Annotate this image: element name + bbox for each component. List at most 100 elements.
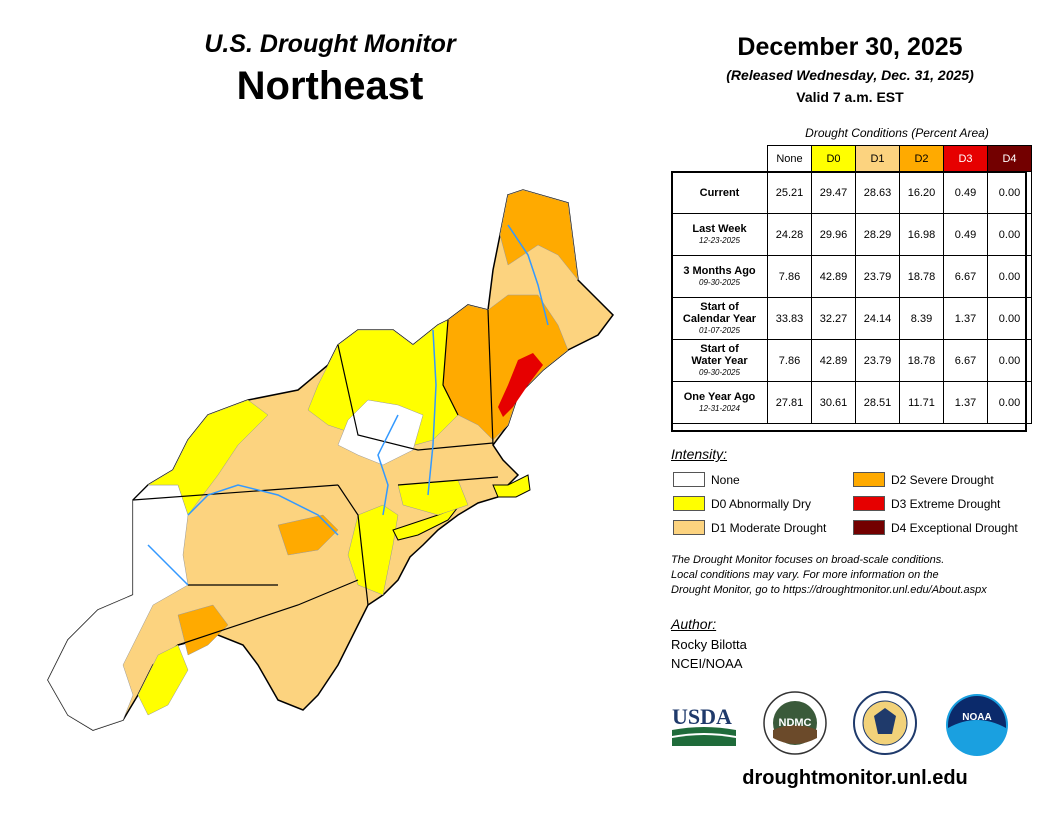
note-line: The Drought Monitor focuses on broad-sca… — [671, 554, 945, 566]
state-boundaries — [132, 309, 499, 646]
legend-heading: Intensity: — [671, 446, 728, 462]
column-header-d3: D3 — [943, 145, 988, 172]
column-header-none: None — [767, 145, 812, 172]
table-cell: 0.00 — [987, 171, 1032, 214]
table-cell: 7.86 — [767, 255, 812, 298]
table-cell: 30.61 — [811, 381, 856, 424]
table-cell: 24.14 — [855, 297, 900, 340]
table-cell: 16.98 — [899, 213, 944, 256]
legend-swatch — [673, 496, 705, 511]
author-heading: Author: — [671, 616, 717, 632]
author-org: NCEI/NOAA — [671, 656, 743, 671]
legend-swatch — [853, 496, 885, 511]
valid-time: Valid 7 a.m. EST — [796, 89, 904, 105]
table-cell: 0.00 — [987, 255, 1032, 298]
map-area-pa-d2 — [277, 514, 339, 556]
map-area-nj-d0 — [347, 504, 399, 596]
table-cell: 42.89 — [811, 339, 856, 382]
table-cell: 23.79 — [855, 339, 900, 382]
table-cell: 28.51 — [855, 381, 900, 424]
table-cell: 11.71 — [899, 381, 944, 424]
website-url: droughtmonitor.unl.edu — [742, 767, 968, 789]
table-corner — [672, 146, 768, 172]
table-cell: 29.47 — [811, 171, 856, 214]
legend-label: D3 Extreme Drought — [891, 497, 1001, 511]
legend-swatch — [853, 520, 885, 535]
svg-text:NDMC: NDMC — [779, 717, 812, 729]
rivers — [147, 224, 549, 586]
region-title: Northeast — [236, 64, 424, 108]
map-area-cape-cod — [492, 474, 531, 498]
table-cell: 0.00 — [987, 297, 1032, 340]
table-cell: 18.78 — [899, 339, 944, 382]
disclaimer-note: The Drought Monitor focuses on broad-sca… — [671, 553, 1041, 598]
column-header-d2: D2 — [899, 145, 944, 172]
table-cell: 27.81 — [767, 381, 812, 424]
row-label-text: 3 Months Ago — [683, 264, 756, 277]
table-cell: 29.96 — [811, 213, 856, 256]
table-cell: 1.37 — [943, 381, 988, 424]
legend-label: D1 Moderate Drought — [711, 521, 827, 535]
table-cell: 16.20 — [899, 171, 944, 214]
table-row: Start of Water Year 09-30-2025 7.86 42.89 23.… — [671, 339, 1032, 382]
map-region-outline — [47, 189, 614, 731]
row-label: Last Week 12-23-2025 — [671, 213, 768, 256]
table-cell: 6.67 — [943, 255, 988, 298]
table-cell: 25.21 — [767, 171, 812, 214]
table-cell: 18.78 — [899, 255, 944, 298]
column-header-d0: D0 — [811, 145, 856, 172]
legend-label: D0 Abnormally Dry — [711, 497, 812, 511]
row-label-text: Start of — [700, 300, 739, 313]
legend-swatch — [853, 472, 885, 487]
row-date: 09-30-2025 — [699, 367, 740, 377]
table-cell: 32.27 — [811, 297, 856, 340]
table-cell: 33.83 — [767, 297, 812, 340]
svg-text:USDA: USDA — [672, 704, 732, 729]
table-row: Current 25.21 29.47 28.63 16.20 0.49 0.00 — [671, 171, 1032, 214]
column-header-d4: D4 — [987, 145, 1032, 172]
table-row: 3 Months Ago 09-30-2025 7.86 42.89 23.79 18.7… — [671, 255, 1032, 298]
note-line: Local conditions may vary. For more info… — [671, 569, 939, 581]
table-cell: 42.89 — [811, 255, 856, 298]
row-date: 12-31-2024 — [699, 403, 740, 413]
row-label-text: One Year Ago — [683, 390, 756, 403]
table-cell: 0.00 — [987, 213, 1032, 256]
map-area-d3-coast — [498, 353, 543, 417]
commerce-seal-logo — [853, 691, 917, 755]
table-cell: 7.86 — [767, 339, 812, 382]
map-area-ny-none — [337, 399, 424, 466]
table-cell: 0.49 — [943, 213, 988, 256]
row-label-text-2: Calendar Year — [682, 312, 757, 325]
table-cell: 0.00 — [987, 381, 1032, 424]
table-row: One Year Ago 12-31-2024 27.81 30.61 28.51 11.… — [671, 381, 1032, 424]
legend-swatch — [673, 520, 705, 535]
table-header-row: None D0 D1 D2 D3 D4 — [672, 145, 1032, 172]
map-date: December 30, 2025 — [737, 33, 963, 61]
release-date: (Released Wednesday, Dec. 31, 2025) — [726, 67, 974, 83]
row-label-text-2: Water Year — [691, 354, 748, 367]
table-cell: 8.39 — [899, 297, 944, 340]
table-cell: 28.29 — [855, 213, 900, 256]
table-cell: 0.00 — [987, 339, 1032, 382]
map-title: U.S. Drought Monitor — [204, 30, 456, 58]
author-name: Rocky Bilotta — [671, 637, 747, 652]
row-label: One Year Ago 12-31-2024 — [671, 381, 768, 424]
row-label-text: Start of — [700, 342, 739, 355]
table-cell: 0.49 — [943, 171, 988, 214]
table-cell: 1.37 — [943, 297, 988, 340]
table-row: Start of Calendar Year 01-07-2025 33.83 32.2… — [671, 297, 1032, 340]
legend-label: D2 Severe Drought — [891, 473, 994, 487]
table-cell: 24.28 — [767, 213, 812, 256]
svg-text:NOAA: NOAA — [962, 712, 991, 723]
table-cell: 23.79 — [855, 255, 900, 298]
map-area-maine-d2 — [499, 189, 579, 281]
table-row: Last Week 12-23-2025 24.28 29.96 28.29 16.98 0… — [671, 213, 1032, 256]
row-label: 3 Months Ago 09-30-2025 — [671, 255, 768, 298]
usda-logo: USDA — [672, 704, 736, 746]
noaa-logo: NOAA — [946, 694, 1008, 756]
row-date: 12-23-2025 — [699, 235, 740, 245]
row-date: 09-30-2025 — [699, 277, 740, 287]
row-date: 01-07-2025 — [699, 325, 740, 335]
map-area-dc-d0 — [137, 644, 189, 716]
legend-swatch — [673, 472, 705, 487]
